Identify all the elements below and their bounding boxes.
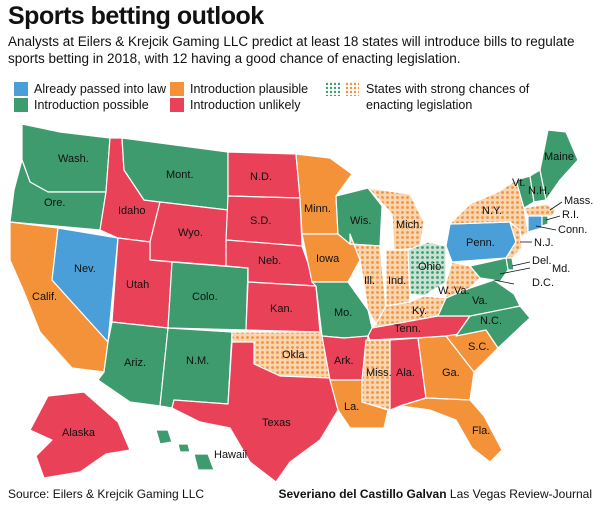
label-ala: Ala. (396, 367, 415, 379)
state-texas (171, 341, 339, 483)
outlet-name: Las Vegas Review-Journal (449, 487, 592, 501)
legend-label-strong-1: States with strong chances of (366, 82, 530, 96)
label-mont: Mont. (166, 169, 194, 181)
state-alaska (29, 391, 131, 479)
legend-label-unlikely: Introduction unlikely (190, 98, 301, 112)
state-maine (539, 129, 579, 201)
state-hawaii-island-3 (193, 453, 215, 471)
label-wis: Wis. (350, 215, 371, 227)
label-kan: Kan. (270, 303, 293, 315)
legend-label-possible: Introduction possible (34, 98, 149, 112)
label-minn: Minn. (304, 203, 331, 215)
legend-label-plausible: Introduction plausible (190, 82, 309, 96)
author-name: Severiano del Castillo Galvan (278, 487, 447, 501)
leader-conn (535, 225, 557, 231)
label-nev: Nev. (74, 263, 96, 275)
label-md: Md. (552, 263, 570, 275)
label-nh: N.H. (528, 185, 550, 197)
legend-swatch-strong (325, 82, 359, 96)
label-ind: Ind. (388, 275, 406, 287)
label-colo: Colo. (192, 291, 218, 303)
label-ky: Ky. (412, 305, 427, 317)
state-ga (417, 335, 475, 401)
legend-label-passed: Already passed into law (34, 82, 167, 96)
label-calif: Calif. (32, 291, 57, 303)
state-miss (361, 339, 391, 411)
label-idaho: Idaho (118, 205, 146, 217)
label-utah: Utah (126, 279, 149, 291)
map-subtitle: Analysts at Eilers & Krejcik Gaming LLC … (8, 34, 575, 66)
label-mich: Mich. (396, 219, 422, 231)
label-miss: Miss. (366, 367, 392, 379)
state-nm (159, 327, 233, 409)
label-nd: N.D. (250, 171, 272, 183)
label-ri: R.I. (562, 209, 579, 221)
leader-del (511, 261, 531, 267)
label-mo: Mo. (334, 307, 352, 319)
label-sc: S.C. (468, 341, 489, 353)
label-alaska: Alaska (62, 427, 96, 439)
label-ga: Ga. (442, 367, 460, 379)
label-del: Del. (532, 255, 552, 267)
label-texas: Texas (262, 417, 291, 429)
state-md (469, 257, 509, 283)
source-credit: Source: Eilers & Krejcik Gaming LLC (8, 487, 205, 501)
label-fla: Fla. (472, 425, 490, 437)
state-mass (523, 203, 557, 217)
label-maine: Maine (544, 151, 574, 163)
label-ariz: Ariz. (124, 357, 146, 369)
label-iowa: Iowa (316, 253, 340, 265)
label-va: Va. (472, 295, 488, 307)
legend-swatch-plausible (170, 82, 184, 96)
legend-swatch-possible (14, 98, 28, 112)
us-states-map: Wash. Ore. Calif. Nev. Idaho Mont. Wyo. … (9, 123, 593, 483)
label-ore: Ore. (44, 197, 65, 209)
leader-mass (549, 201, 563, 211)
leader-md (499, 267, 531, 275)
label-mass: Mass. (564, 195, 593, 207)
author-credit: Severiano del Castillo Galvan Las Vegas … (279, 487, 593, 501)
state-ri (541, 215, 549, 227)
label-sd: S.D. (250, 215, 271, 227)
label-ark: Ark. (334, 355, 354, 367)
label-penn: Penn. (466, 237, 495, 249)
label-hawaii: Hawaii (214, 449, 247, 461)
label-la: La. (344, 401, 359, 413)
state-hawaii-island-1 (155, 429, 173, 445)
leader-ri (545, 215, 561, 221)
label-ill: Ill. (364, 275, 375, 287)
state-fla (399, 397, 503, 463)
legend-swatch-passed (14, 82, 28, 96)
label-wyo: Wyo. (178, 227, 203, 239)
label-okla: Okla. (282, 349, 308, 361)
label-ohio: Ohio (418, 261, 441, 273)
label-ny: N.Y. (482, 205, 502, 217)
label-neb: Neb. (258, 255, 281, 267)
label-nm: N.M. (186, 355, 209, 367)
label-dc: D.C. (532, 277, 554, 289)
state-ill (349, 233, 387, 325)
map-title: Sports betting outlook (8, 2, 264, 30)
label-wva: W. Va. (438, 285, 470, 297)
label-nj: N.J. (534, 237, 554, 249)
state-conn (527, 215, 543, 233)
legend-swatch-unlikely (170, 98, 184, 112)
label-wash: Wash. (58, 153, 89, 165)
leader-dc (493, 279, 515, 285)
state-hawaii-island-2 (177, 443, 191, 453)
label-conn: Conn. (558, 224, 587, 236)
legend-label-strong-2: enacting legislation (366, 98, 473, 112)
label-nc: N.C. (480, 315, 502, 327)
label-tenn: Tenn. (394, 323, 421, 335)
label-vt: Vt. (512, 177, 525, 189)
